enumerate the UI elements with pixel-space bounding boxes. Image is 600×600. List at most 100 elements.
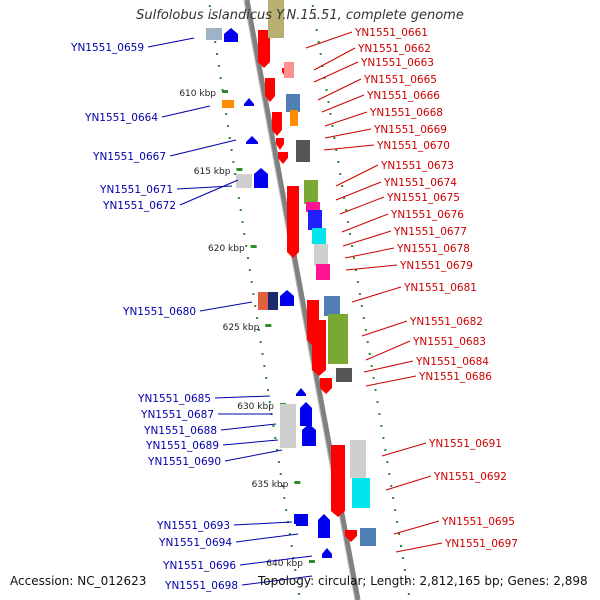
track-dot [333, 137, 336, 139]
track-dot [366, 341, 369, 343]
forward-gene-label: YN1551_0683 [412, 336, 486, 348]
track-dot [343, 197, 346, 199]
scale-tick-mark [236, 168, 243, 171]
track-dot [232, 161, 235, 163]
reverse-gene-arrow [302, 424, 316, 446]
track-dot [208, 5, 211, 7]
gene-annotation-block [268, 292, 278, 310]
track-dot [384, 449, 387, 451]
gene-annotation-block [290, 110, 298, 126]
track-dot [214, 41, 217, 43]
forward-gene-arrow [331, 445, 345, 517]
reverse-gene-label: YN1551_0698 [164, 580, 238, 592]
reverse-gene-label: YN1551_0689 [145, 440, 219, 452]
forward-gene-leader [324, 128, 372, 139]
track-dot [403, 569, 406, 571]
reverse-gene-leader [222, 439, 279, 446]
forward-gene-arrow [265, 78, 275, 102]
reverse-gene-leader [241, 575, 313, 586]
forward-gene-leader [365, 375, 417, 387]
scale-tick-label: 620 kbp [208, 244, 245, 254]
track-dot [245, 245, 248, 247]
reverse-gene-label: YN1551_0659 [70, 42, 144, 54]
track-dot [225, 113, 228, 115]
forward-gene-arrow [312, 320, 326, 376]
track-dot [374, 389, 377, 391]
track-dot [401, 557, 404, 559]
forward-gene-label: YN1551_0675 [386, 192, 460, 204]
accession-text: Accession: NC_012623 [10, 574, 147, 588]
forward-gene-leader [395, 542, 443, 553]
reverse-gene-arrow [318, 514, 330, 538]
forward-gene-label: YN1551_0686 [418, 371, 492, 383]
track-dot [296, 581, 299, 583]
forward-gene-leader [365, 340, 411, 361]
track-dot [230, 149, 233, 151]
track-dot [331, 125, 334, 127]
topology-text: Topology: circular; Length: 2,812,165 bp… [258, 574, 588, 588]
track-dot [407, 593, 410, 595]
track-dot [265, 377, 268, 379]
track-dot [216, 53, 219, 55]
forward-gene-arrow [276, 138, 284, 150]
reverse-gene-arrow [280, 290, 294, 306]
track-dot [351, 245, 354, 247]
track-dot [360, 305, 363, 307]
forward-gene-arrow [320, 378, 332, 394]
track-dot [390, 485, 393, 487]
gene-annotation-block [306, 202, 320, 212]
track-dot [398, 533, 401, 535]
gene-annotation-block [316, 264, 330, 280]
track-dot [325, 89, 328, 91]
reverse-gene-label: YN1551_0671 [99, 184, 173, 196]
track-dot [339, 173, 342, 175]
forward-gene-arrow [272, 112, 282, 136]
gene-annotation-block [312, 228, 326, 244]
track-dot [378, 413, 381, 415]
gene-annotation-block [268, 0, 284, 38]
scale-tick-mark [250, 245, 257, 248]
track-dot [263, 365, 266, 367]
gene-annotation-block [284, 62, 294, 78]
forward-gene-label: YN1551_0674 [383, 177, 457, 189]
forward-gene-label: YN1551_0676 [390, 209, 464, 221]
forward-gene-label: YN1551_0692 [433, 471, 507, 483]
gene-annotation-block [286, 94, 300, 112]
forward-gene-arrow [287, 186, 299, 258]
reverse-gene-leader [233, 521, 293, 526]
forward-gene-leader [317, 78, 362, 101]
track-dot [372, 377, 375, 379]
track-dot [394, 509, 397, 511]
track-dot [279, 473, 282, 475]
track-dot [388, 473, 391, 475]
forward-gene-label: YN1551_0697 [444, 538, 518, 550]
forward-gene-label: YN1551_0661 [354, 27, 428, 39]
scale-tick-mark [294, 481, 301, 484]
forward-gene-label: YN1551_0682 [409, 316, 483, 328]
reverse-gene-leader [214, 395, 271, 399]
track-dot [317, 41, 320, 43]
reverse-gene-label: YN1551_0694 [158, 537, 232, 549]
forward-gene-leader [321, 94, 365, 113]
forward-gene-label: YN1551_0670 [376, 140, 450, 152]
forward-gene-leader [344, 247, 395, 259]
track-dot [266, 389, 269, 391]
forward-gene-leader [342, 230, 392, 247]
track-dot [321, 65, 324, 67]
forward-gene-label: YN1551_0662 [357, 43, 431, 55]
track-dot [274, 437, 277, 439]
track-dot [368, 353, 371, 355]
scale-tick-mark [308, 560, 315, 563]
forward-gene-leader [335, 181, 382, 201]
gene-annotation-block [328, 314, 348, 364]
gene-annotation-block [352, 478, 370, 508]
forward-gene-leader [313, 47, 356, 71]
track-dot [252, 293, 255, 295]
forward-gene-leader [351, 286, 402, 303]
track-dot [315, 29, 318, 31]
gene-annotation-block [314, 244, 328, 266]
reverse-gene-label: YN1551_0685 [137, 393, 211, 405]
track-dot [268, 401, 271, 403]
forward-gene-label: YN1551_0666 [366, 90, 440, 102]
